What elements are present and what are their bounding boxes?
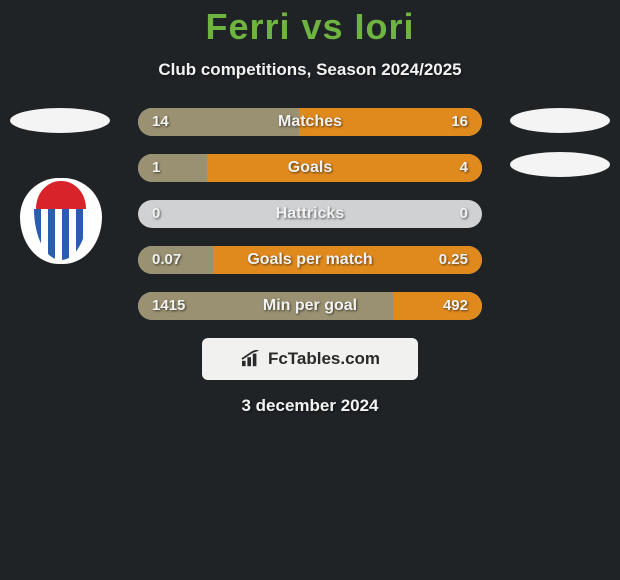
stat-right-value: 492: [443, 292, 468, 320]
player-right-avatar-2: [510, 152, 610, 177]
stat-bars: 14 Matches 16 1 Goals 4 0 Hattricks 0: [138, 108, 482, 320]
club-badge-stripes: [34, 209, 88, 261]
comparison-card: Ferri vs Iori Club competitions, Season …: [0, 0, 620, 580]
club-badge-top: [36, 181, 85, 209]
stat-label: Matches: [138, 108, 482, 136]
chart-icon: [240, 350, 262, 368]
stat-label: Hattricks: [138, 200, 482, 228]
stat-label: Goals: [138, 154, 482, 182]
brand-label: FcTables.com: [268, 349, 380, 369]
stat-row: 14 Matches 16: [138, 108, 482, 136]
stat-row: 1415 Min per goal 492: [138, 292, 482, 320]
date-line: 3 december 2024: [0, 396, 620, 416]
stat-row: 1 Goals 4: [138, 154, 482, 182]
stat-row: 0 Hattricks 0: [138, 200, 482, 228]
brand-box[interactable]: FcTables.com: [202, 338, 418, 380]
player-right-avatar: [510, 108, 610, 133]
stat-label: Min per goal: [138, 292, 482, 320]
stat-right-value: 0.25: [439, 246, 468, 274]
stat-row: 0.07 Goals per match 0.25: [138, 246, 482, 274]
stat-right-value: 4: [460, 154, 468, 182]
club-badge-left: [20, 178, 102, 264]
page-title: Ferri vs Iori: [0, 0, 620, 48]
player-left-avatar: [10, 108, 110, 133]
stats-area: 14 Matches 16 1 Goals 4 0 Hattricks 0: [0, 108, 620, 416]
stat-label: Goals per match: [138, 246, 482, 274]
stat-right-value: 0: [460, 200, 468, 228]
stat-right-value: 16: [451, 108, 468, 136]
subtitle: Club competitions, Season 2024/2025: [0, 60, 620, 80]
